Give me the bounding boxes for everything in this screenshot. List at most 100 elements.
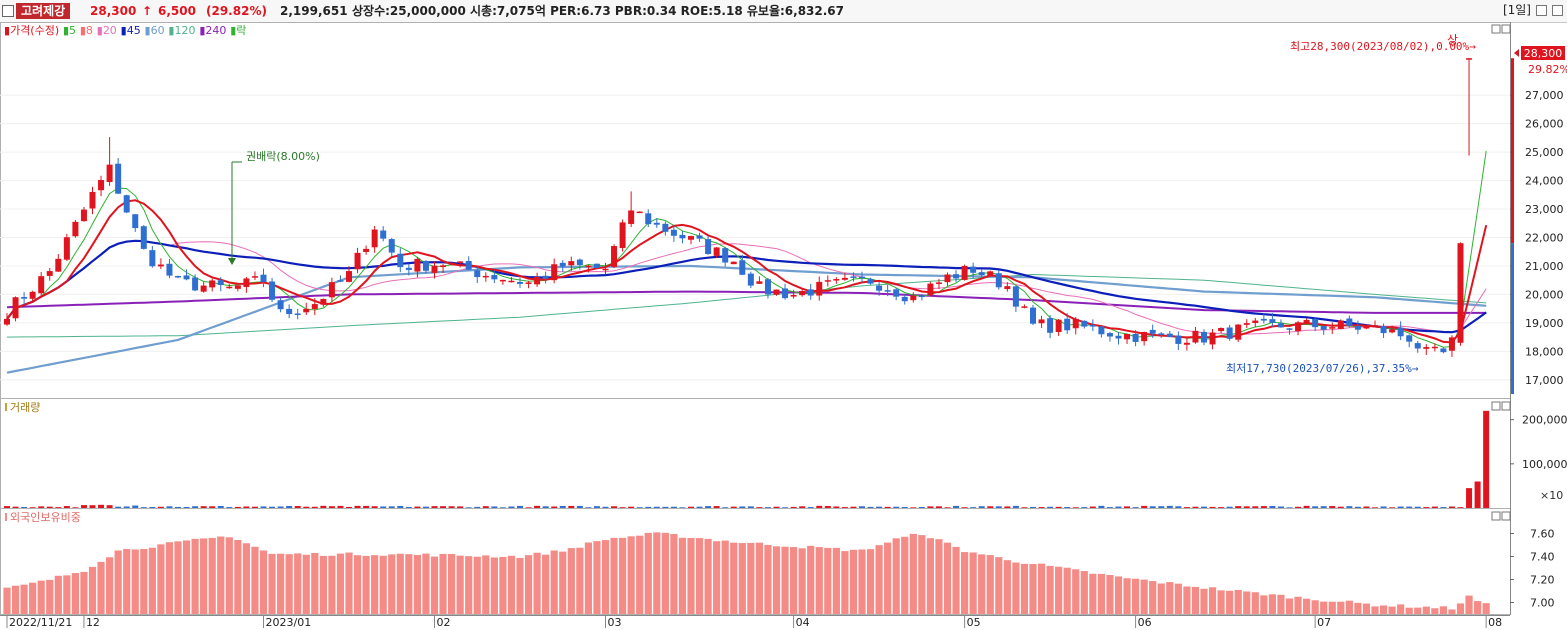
foreign-bar	[1183, 586, 1191, 614]
foreign-bar	[832, 547, 840, 614]
foreign-bar	[559, 551, 567, 614]
period-selector[interactable]: [1일]	[1502, 3, 1531, 17]
foreign-bar	[601, 540, 610, 614]
volume-bar	[200, 506, 207, 508]
candle	[636, 211, 643, 214]
candle-body	[910, 295, 917, 301]
candle-body	[961, 265, 968, 280]
foreign-bar	[1260, 595, 1268, 614]
foreign-bar	[328, 555, 336, 614]
candle-body	[29, 291, 36, 299]
legend-swatch: ▮	[59, 24, 69, 37]
candle-body	[328, 282, 335, 298]
candle	[850, 272, 857, 282]
volume-bar	[517, 505, 523, 508]
legend-label: 120	[174, 24, 195, 37]
candle-body	[388, 239, 395, 253]
legend-swatch: ▮	[93, 24, 103, 37]
foreign-bar	[961, 552, 969, 614]
candle	[29, 290, 36, 302]
candle-body	[46, 271, 53, 276]
candle	[884, 284, 891, 297]
candle-body	[465, 261, 472, 270]
foreign-bar	[1371, 606, 1379, 614]
volume-bar	[1337, 506, 1344, 508]
foreign-bar	[1217, 590, 1225, 614]
volume-bar	[679, 507, 686, 508]
foreign-bar	[388, 554, 396, 614]
candle	[98, 175, 105, 197]
volume-bar	[645, 506, 652, 508]
stock-chart[interactable]: 17,000 18,000 19,000 20,000 21,000 22,000 23,0…	[0, 22, 1567, 630]
volume-bar	[1132, 507, 1139, 508]
foreign-bar	[567, 548, 575, 614]
restore-icon[interactable]	[1536, 5, 1547, 16]
foreign-close-icon[interactable]	[1501, 511, 1511, 521]
volume-bar	[833, 506, 840, 508]
candle	[200, 281, 207, 293]
volume-bar	[653, 506, 660, 508]
volume-bar	[970, 507, 977, 508]
select-checkbox[interactable]	[2, 5, 14, 17]
candle	[115, 158, 122, 194]
volume-bar	[534, 505, 541, 508]
candle-body	[841, 277, 848, 280]
candle-body	[380, 230, 387, 239]
candle-body	[123, 195, 130, 213]
foreign-bar	[456, 555, 464, 614]
candle-body	[542, 275, 549, 279]
panel-close-icon[interactable]	[1501, 24, 1511, 34]
volume-bar	[859, 506, 865, 508]
candle-body	[457, 261, 464, 263]
volume-bar	[773, 506, 780, 508]
volume-bar	[799, 506, 806, 508]
candle-body	[38, 276, 45, 294]
volume-restore-icon[interactable]	[1491, 401, 1501, 411]
foreign-bar	[482, 555, 490, 614]
candle	[1320, 325, 1327, 335]
foreign-restore-icon[interactable]	[1491, 511, 1501, 521]
candle-body	[833, 279, 840, 281]
candle	[859, 271, 865, 283]
candle	[491, 270, 498, 284]
candle	[1149, 324, 1156, 338]
price-tick-label: 23,000	[1525, 203, 1564, 216]
close-icon[interactable]	[1552, 5, 1563, 16]
foreign-bars	[3, 532, 1490, 614]
foreign-bar	[1388, 606, 1396, 614]
candle	[987, 270, 994, 277]
candle-body	[551, 264, 558, 281]
volume-bar	[953, 505, 960, 508]
candle-body	[405, 267, 412, 270]
candle-body	[363, 248, 370, 252]
candle	[713, 246, 720, 259]
candle	[645, 209, 652, 228]
foreign-bar	[114, 550, 122, 614]
foreign-bar	[687, 537, 695, 614]
stock-name[interactable]: 고려제강	[16, 3, 71, 19]
volume-bar	[1406, 506, 1413, 508]
volume-bar	[140, 507, 147, 508]
volume-bar	[226, 507, 233, 508]
volume-panel	[0, 398, 1511, 509]
candle-body	[867, 279, 874, 284]
candle	[226, 284, 233, 289]
volume-close-icon[interactable]	[1501, 401, 1511, 411]
candle-body	[371, 229, 378, 248]
foreign-bar	[1251, 592, 1259, 614]
candles	[4, 58, 1473, 357]
candle-body	[1380, 326, 1387, 334]
candle	[764, 277, 771, 299]
candle-body	[935, 282, 942, 284]
limit-up-mark: 상	[1447, 33, 1458, 47]
candle-body	[251, 276, 258, 278]
volume-bar	[371, 506, 378, 508]
panel-restore-icon[interactable]	[1491, 24, 1501, 34]
candle	[773, 289, 780, 296]
volume-bar	[21, 507, 28, 508]
candle	[1089, 319, 1096, 332]
candle-body	[705, 239, 712, 254]
candle	[679, 231, 686, 244]
legend-swatch: ▮	[226, 24, 236, 37]
volume-bar	[1106, 507, 1113, 508]
